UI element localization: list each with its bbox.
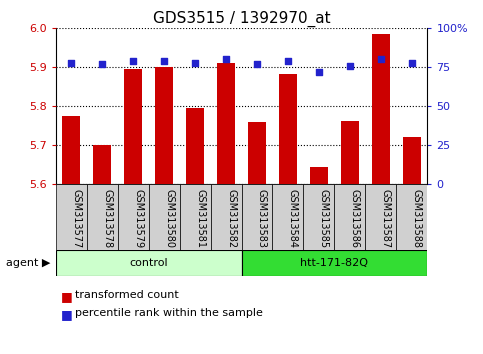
- Text: GSM313580: GSM313580: [164, 189, 174, 248]
- Bar: [155, 67, 173, 184]
- Point: [191, 60, 199, 65]
- Bar: [334, 184, 366, 250]
- Bar: [86, 184, 117, 250]
- Bar: [403, 137, 421, 184]
- Point: [222, 57, 230, 62]
- Bar: [217, 63, 235, 184]
- Bar: [242, 250, 427, 276]
- Text: GSM313585: GSM313585: [319, 189, 329, 249]
- Text: transformed count: transformed count: [75, 290, 179, 300]
- Text: GSM313583: GSM313583: [257, 189, 267, 248]
- Point: [98, 61, 106, 67]
- Point: [377, 57, 385, 62]
- Point: [346, 63, 354, 69]
- Text: ■: ■: [60, 290, 72, 303]
- Bar: [62, 116, 80, 184]
- Text: agent ▶: agent ▶: [6, 258, 51, 268]
- Point: [253, 61, 261, 67]
- Bar: [180, 184, 211, 250]
- Bar: [310, 167, 328, 184]
- Text: control: control: [129, 258, 168, 268]
- Bar: [372, 34, 390, 184]
- Bar: [93, 145, 112, 184]
- Bar: [56, 250, 242, 276]
- Text: GSM313586: GSM313586: [350, 189, 360, 248]
- Text: GSM313588: GSM313588: [412, 189, 422, 248]
- Bar: [279, 74, 297, 184]
- Point: [67, 60, 75, 65]
- Text: GSM313579: GSM313579: [133, 189, 143, 249]
- Point: [129, 58, 137, 64]
- Bar: [366, 184, 397, 250]
- Text: GDS3515 / 1392970_at: GDS3515 / 1392970_at: [153, 11, 330, 27]
- Bar: [242, 184, 272, 250]
- Bar: [397, 184, 427, 250]
- Point: [284, 58, 292, 64]
- Bar: [56, 184, 86, 250]
- Text: htt-171-82Q: htt-171-82Q: [300, 258, 369, 268]
- Text: GSM313577: GSM313577: [71, 189, 81, 249]
- Bar: [186, 108, 204, 184]
- Bar: [124, 69, 142, 184]
- Point: [315, 69, 323, 75]
- Bar: [248, 122, 266, 184]
- Text: GSM313582: GSM313582: [226, 189, 236, 249]
- Text: GSM313578: GSM313578: [102, 189, 112, 249]
- Bar: [303, 184, 334, 250]
- Bar: [149, 184, 180, 250]
- Point: [160, 58, 168, 64]
- Text: percentile rank within the sample: percentile rank within the sample: [75, 308, 263, 318]
- Text: GSM313581: GSM313581: [195, 189, 205, 248]
- Bar: [211, 184, 242, 250]
- Text: ■: ■: [60, 308, 72, 321]
- Bar: [341, 121, 359, 184]
- Bar: [117, 184, 149, 250]
- Text: GSM313587: GSM313587: [381, 189, 391, 249]
- Point: [408, 60, 416, 65]
- Bar: [272, 184, 303, 250]
- Text: GSM313584: GSM313584: [288, 189, 298, 248]
